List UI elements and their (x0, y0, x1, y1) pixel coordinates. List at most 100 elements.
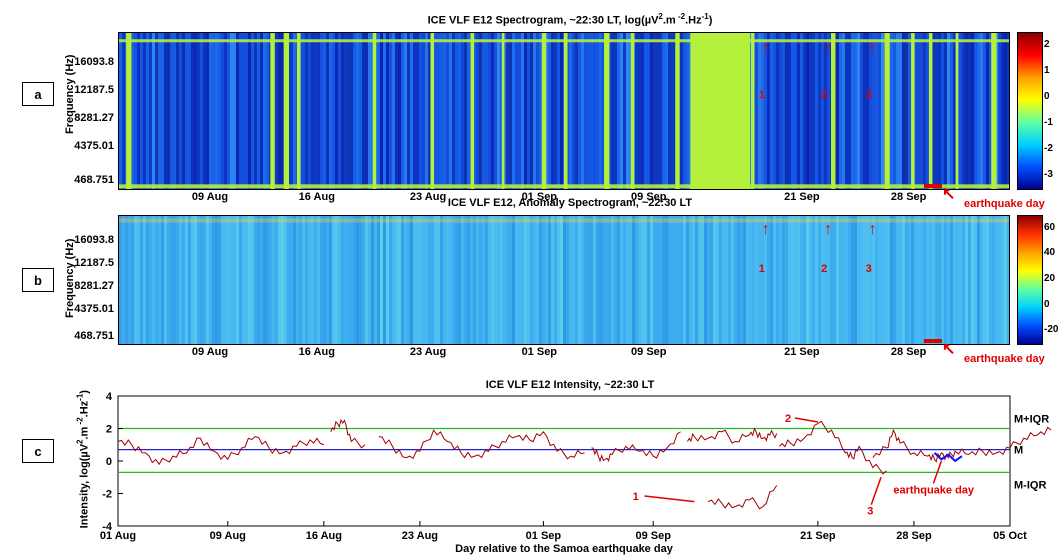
panel-a-label: a (22, 82, 54, 106)
panel-a-marker: 1 (758, 88, 765, 101)
panel-b-xtick: 09 Aug (191, 346, 229, 358)
panel-b-xtick: 09 Sep (631, 346, 667, 358)
series-line-segment (330, 418, 366, 449)
series-line-segment (117, 436, 325, 466)
x-axis-title: Day relative to the Samoa earthquake day (455, 543, 674, 555)
panel-a-earthquake-arrow: ↖ (942, 186, 956, 203)
annotation-arrow (932, 460, 943, 484)
annotation-label: 3 (867, 506, 873, 518)
panel-a-earthquake-bar (924, 184, 942, 188)
panel-b-xtick: 23 Aug (409, 346, 447, 358)
xtick-label: 23 Aug (402, 530, 438, 542)
panel-b-marker: 3 (865, 263, 872, 276)
xtick-label: 01 Sep (526, 530, 562, 542)
ref-label: M-IQR (1014, 479, 1046, 491)
annotation-label: 1 (633, 491, 639, 503)
colorbar-a-tick: 1 (1044, 65, 1050, 76)
panel-b-xtick: 28 Sep (890, 346, 927, 358)
series-line-segment (779, 420, 887, 475)
colorbar-a-tick: -1 (1044, 117, 1053, 128)
panel-a-marker: 2 (821, 88, 828, 101)
xtick-label: 01 Aug (100, 530, 136, 542)
colorbar-b-tick: -20 (1044, 324, 1058, 336)
panel-b-earthquake-bar (924, 339, 942, 343)
panel-b-marker-arrow: ↑ (868, 221, 877, 239)
colorbar-b-tick: 20 (1044, 273, 1056, 284)
series-line-segment (687, 427, 778, 444)
annotation-arrow (870, 476, 882, 505)
ytick-label: -2 (102, 489, 112, 501)
xtick-label: 21 Sep (800, 530, 836, 542)
colorbar-a (1017, 32, 1043, 190)
spectrogram-b (118, 215, 1010, 345)
ytick-label: -4 (102, 521, 113, 533)
series-line-segment (378, 429, 585, 460)
xtick-label: 28 Sep (896, 530, 932, 542)
panel-b-xtick: 01 Sep (521, 346, 558, 358)
panel-b-ytick: 8281.27 (74, 279, 114, 292)
panel-b-earthquake-label: earthquake day (964, 353, 1045, 365)
panel-c-title: ICE VLF E12 Intensity, ~22:30 LT (485, 379, 655, 391)
panel-b-title: ICE VLF E12, Anomaly Spectrogram, ~22:30… (447, 197, 693, 209)
panel-b-ytick: 12187.5 (74, 256, 114, 269)
panel-a-ytick: 468.751 (74, 173, 114, 186)
panel-a-xtick: 09 Aug (191, 191, 229, 203)
panel-b-marker: 1 (758, 263, 765, 276)
colorbar-b-tick: 40 (1044, 247, 1056, 259)
annotation-arrow (644, 495, 695, 503)
panel-a-ytick: 4375.01 (74, 140, 114, 153)
panel-a-xtick: 28 Sep (890, 191, 927, 203)
colorbar-b-tick: 60 (1044, 221, 1056, 233)
earthquake-highlight (933, 452, 963, 463)
panel-a-earthquake-label: earthquake day (964, 198, 1045, 210)
colorbar-a-tick: -3 (1044, 169, 1053, 180)
ytick-label: 4 (106, 391, 113, 403)
xtick-label: 09 Aug (210, 530, 246, 542)
panel-a-ytick: 12187.5 (74, 84, 114, 97)
panel-b-ytick: 4375.01 (74, 302, 114, 315)
series-line-segment (591, 431, 681, 463)
xtick-label: 09 Sep (635, 530, 671, 542)
annotation-arrow (794, 417, 819, 423)
panel-b-ytick: 468.751 (74, 330, 114, 343)
panel-b-marker-arrow: ↑ (761, 221, 770, 239)
panel-a-title: ICE VLF E12 Spectrogram, ~22:30 LT, log(… (427, 12, 713, 27)
colorbar-b-tick: 0 (1044, 298, 1050, 310)
ytick-label: 0 (106, 456, 112, 468)
panel-a-xtick: 16 Aug (298, 191, 335, 203)
panel-c-ytitle: Intensity, log(µV2.m -2.Hz-1) (75, 390, 91, 529)
panel-b-ytick: 16093.8 (74, 233, 114, 246)
panel-c-label: c (22, 439, 54, 463)
xtick-label: 16 Aug (306, 530, 342, 542)
panel-b-xtick: 16 Aug (298, 346, 335, 358)
panel-a-marker: 3 (865, 88, 872, 101)
panel-b-marker-arrow: ↑ (824, 221, 833, 239)
panel-a-ytick: 16093.8 (74, 56, 114, 69)
panel-b-xtick: 21 Sep (784, 346, 820, 358)
xtick-label: 05 Oct (993, 530, 1027, 542)
colorbar-b (1017, 215, 1043, 345)
panel-a-xtick: 09 Sep (631, 191, 667, 203)
panel-a-xtick: 21 Sep (784, 191, 820, 203)
colorbar-a-tick: -2 (1044, 143, 1053, 154)
panel-a-marker-arrow: ↑ (761, 39, 770, 57)
series-line-segment (707, 485, 778, 510)
ref-label: M+IQR (1014, 414, 1049, 426)
panel-a-ytick: 8281.27 (74, 112, 114, 125)
panel-a-xtick: 23 Aug (409, 191, 447, 203)
plot-frame (117, 395, 1011, 527)
panel-b-earthquake-arrow: ↖ (942, 341, 956, 358)
annotation-label: earthquake day (893, 485, 975, 497)
panel-a-xtick: 01 Sep (521, 191, 558, 203)
annotation-label: 2 (785, 413, 791, 425)
colorbar-a-tick: 2 (1044, 39, 1050, 50)
ytick-label: 2 (106, 424, 112, 436)
ref-label: M (1014, 445, 1023, 457)
panel-a-marker-arrow: ↑ (868, 39, 877, 57)
panel-b-marker: 2 (821, 263, 828, 276)
colorbar-a-tick: 0 (1044, 91, 1050, 102)
spectrogram-a (118, 32, 1010, 190)
panel-a-marker-arrow: ↑ (824, 39, 833, 57)
series-line-segment (872, 426, 1052, 463)
panel-b-label: b (22, 268, 54, 292)
